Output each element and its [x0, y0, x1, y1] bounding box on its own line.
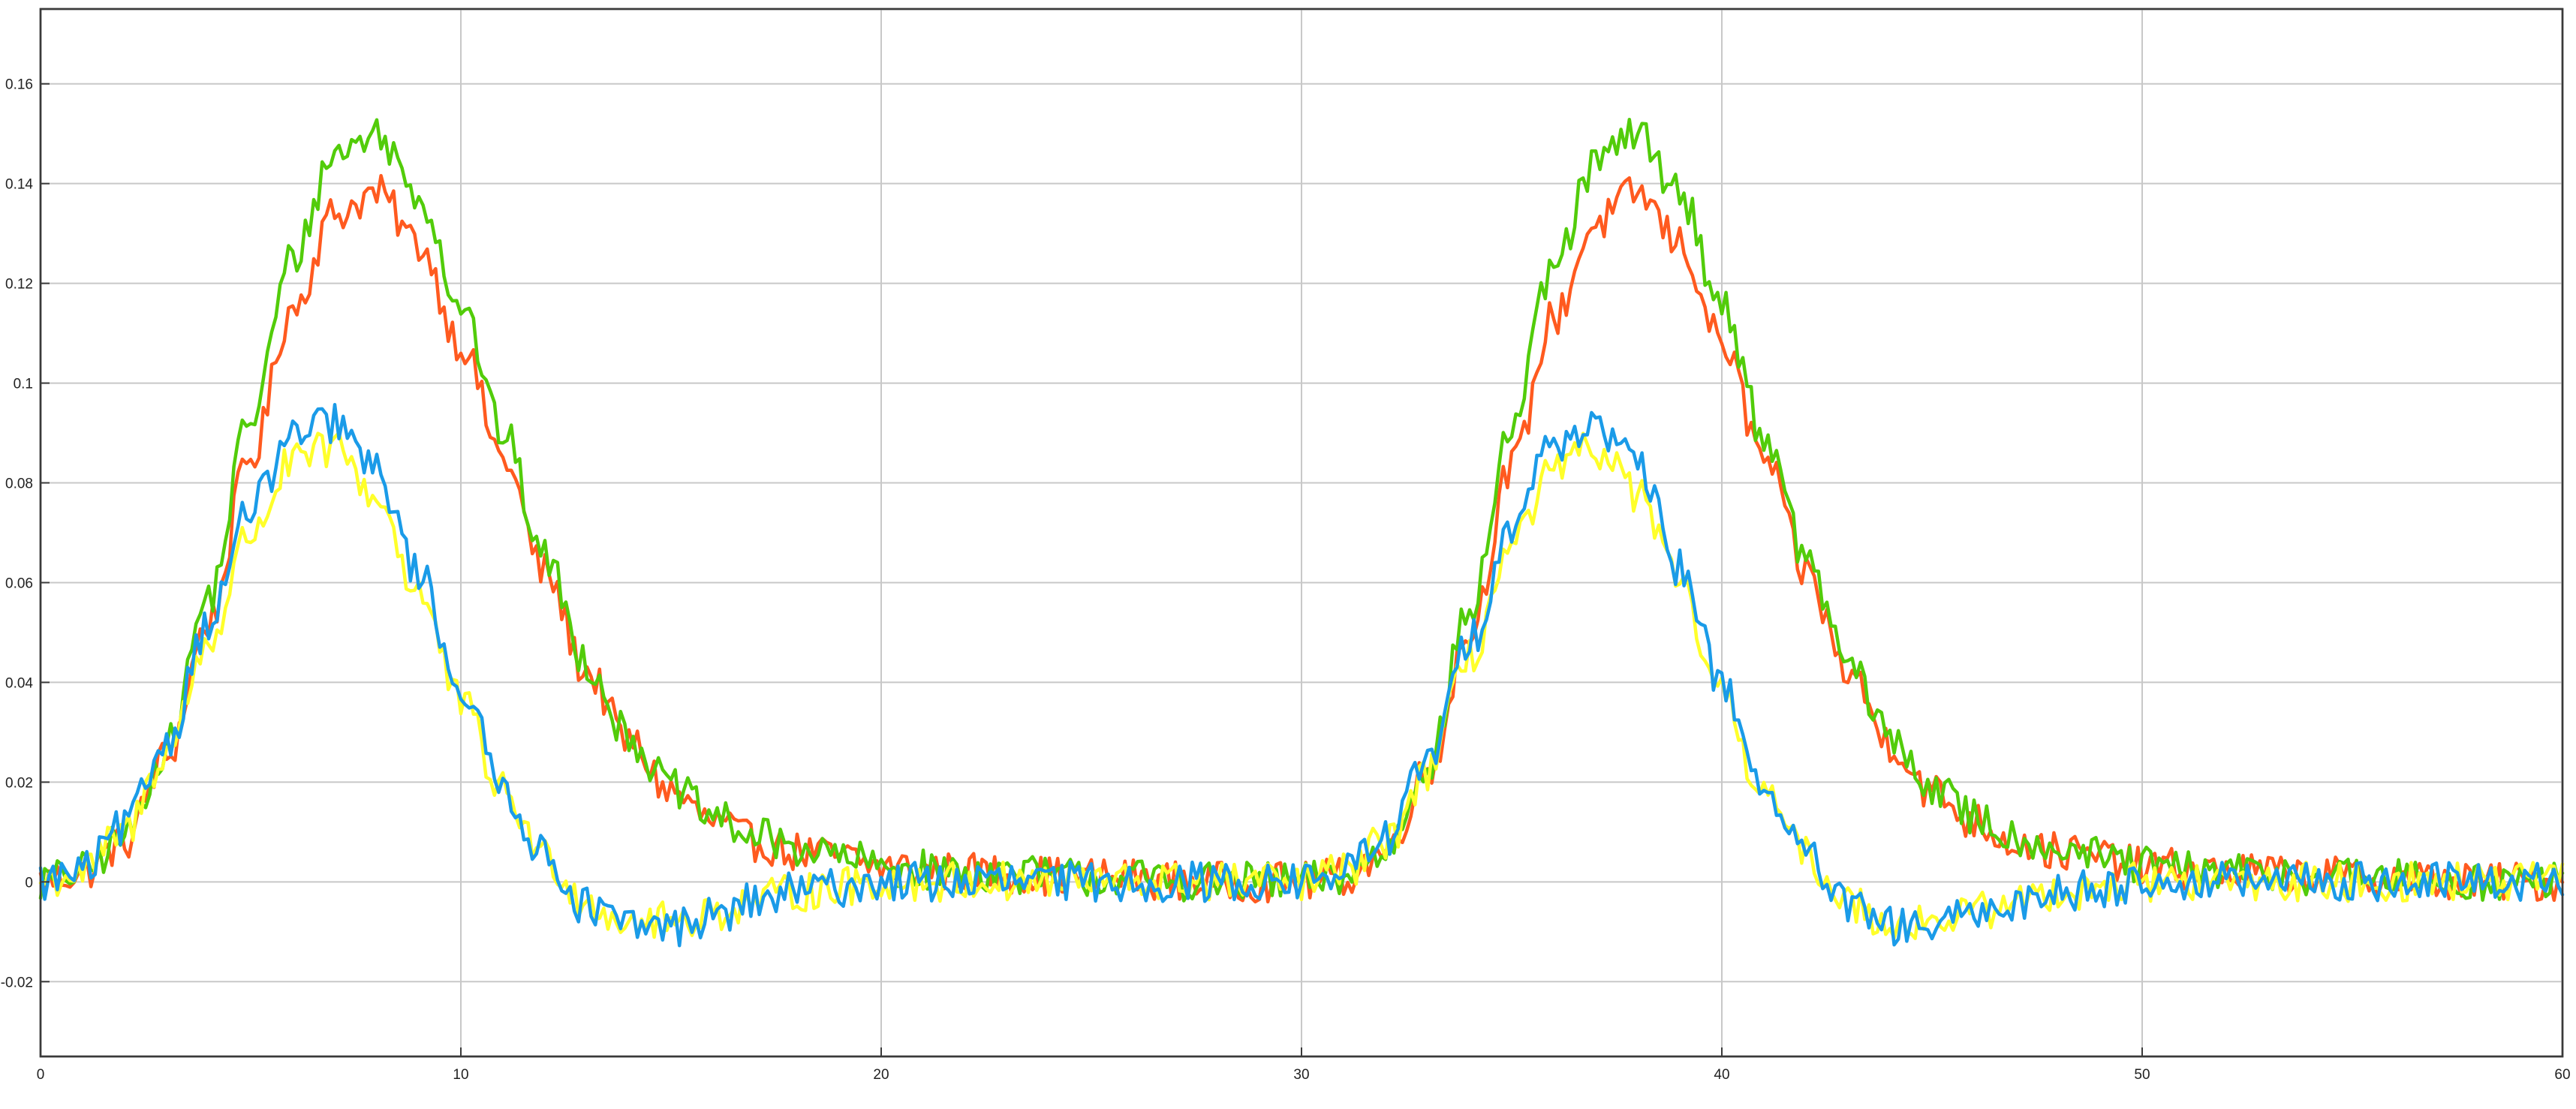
x-tick-label: 30: [1293, 1067, 1309, 1083]
y-tick-label: 0.1: [14, 377, 33, 392]
axes-frame: [39, 8, 2564, 1058]
y-tick-label: 0: [25, 875, 33, 891]
y-tick-label: 0.12: [5, 277, 33, 293]
x-tick-label: 0: [37, 1067, 45, 1083]
y-tick-label: 0.06: [5, 576, 33, 591]
x-tick-label: 10: [453, 1067, 468, 1083]
x-tick-label: 50: [2134, 1067, 2150, 1083]
y-tick-label: 0.02: [5, 775, 33, 791]
series-line-3: [38, 431, 2565, 940]
x-tick-label: 40: [1714, 1067, 1729, 1083]
y-axis-ticks: -0.02 0 0.02 0.04 0.06 0.08 0.1 0.12 0.14 0.16: [1, 77, 50, 990]
y-tick-label: 0.08: [5, 476, 33, 492]
y-tick-label: -0.02: [1, 975, 33, 990]
x-tick-label: 60: [2554, 1067, 2570, 1083]
series-line-4: [38, 402, 2565, 948]
series-group: [38, 117, 2565, 948]
y-tick-label: 0.16: [5, 77, 33, 93]
x-tick-label: 20: [873, 1067, 889, 1083]
y-tick-label: 0.04: [5, 675, 33, 691]
y-tick-label: 0.14: [5, 177, 33, 193]
